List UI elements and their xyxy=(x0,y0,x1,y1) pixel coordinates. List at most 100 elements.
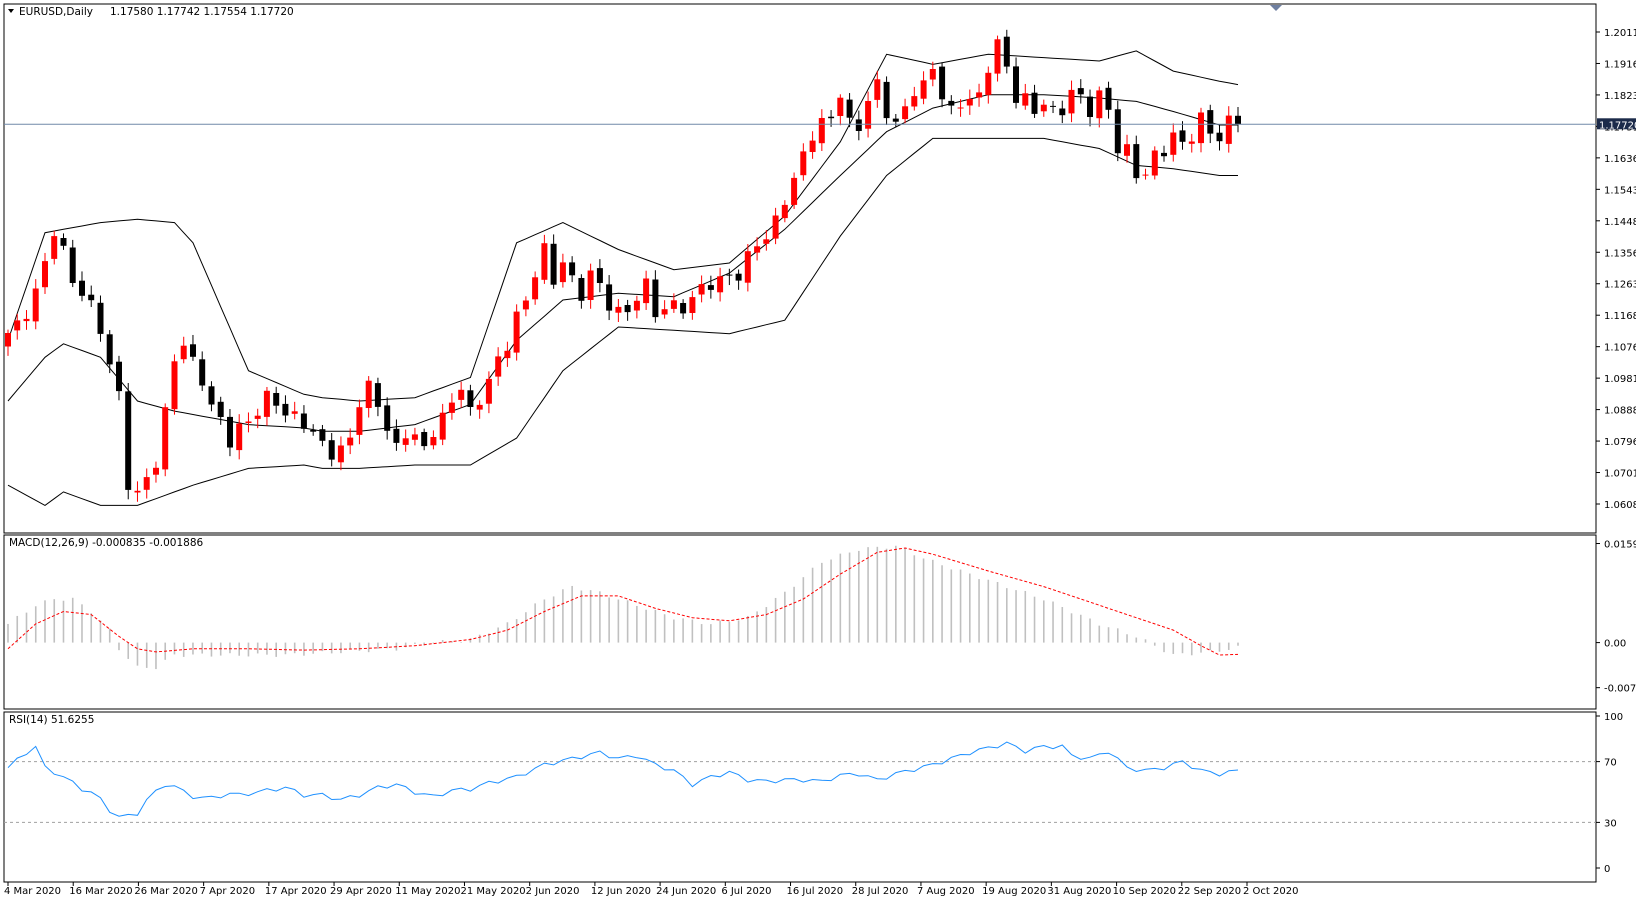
candle-body xyxy=(134,490,141,493)
candle-body xyxy=(180,345,187,360)
candle-body xyxy=(485,378,492,404)
current-price-tag-label: 1.17720 xyxy=(1599,120,1636,131)
candle-body xyxy=(374,383,381,407)
candle-body xyxy=(282,403,289,416)
candle-body xyxy=(60,238,67,246)
rsi-line xyxy=(7,741,1239,817)
candle-body xyxy=(162,407,169,470)
price-tick-label: 1.08885 xyxy=(1604,406,1636,417)
candle-body xyxy=(190,344,196,357)
candle-body xyxy=(837,97,844,116)
candle-body xyxy=(421,432,428,447)
current-price-tag xyxy=(1597,118,1636,130)
candle-body xyxy=(541,243,548,280)
candle-body xyxy=(153,467,159,475)
candle-body xyxy=(1096,90,1103,119)
candle-body xyxy=(707,285,714,290)
candle-body xyxy=(23,318,30,322)
candle-body xyxy=(578,278,585,301)
candle-body xyxy=(763,239,770,244)
candle-body xyxy=(1207,110,1214,134)
candle-body xyxy=(883,81,890,119)
candle-body xyxy=(994,39,1001,74)
candle-body xyxy=(689,297,696,313)
rsi-label: RSI(14) 51.6255 xyxy=(9,714,94,726)
collapse-triangle-icon[interactable] xyxy=(8,9,14,13)
candle-body xyxy=(522,300,529,310)
candle-body xyxy=(208,386,215,405)
candle-body xyxy=(458,389,465,400)
candle-body xyxy=(1077,88,1084,95)
candle-body xyxy=(1068,89,1075,114)
rsi-tick-label: 30 xyxy=(1604,818,1617,829)
candlesticks xyxy=(5,29,1241,502)
candle-body xyxy=(800,151,807,176)
candle-body xyxy=(116,361,122,392)
candle-body xyxy=(985,72,992,95)
candle-body xyxy=(384,405,391,431)
candle-body xyxy=(643,278,650,304)
candle-body xyxy=(199,359,206,386)
candle-body xyxy=(615,306,622,313)
candle-body xyxy=(1003,36,1010,67)
price-tick-label: 1.18235 xyxy=(1604,91,1636,102)
candle-body xyxy=(495,356,502,377)
rsi-tick-label: 0 xyxy=(1604,864,1610,875)
candle-body xyxy=(1114,109,1121,154)
candle-body xyxy=(1170,132,1177,155)
rsi-axis: 100 70 30 0 xyxy=(1596,712,1623,875)
candle-body xyxy=(411,434,418,440)
candle-body xyxy=(892,118,899,122)
price-tick-label: 1.06085 xyxy=(1604,500,1636,511)
macd-label: MACD(12,26,9) -0.000835 -0.001886 xyxy=(9,537,204,549)
ohlc-label: 1.17580 1.17742 1.17554 1.17720 xyxy=(110,6,294,18)
candle-body xyxy=(69,247,76,283)
candle-body xyxy=(106,334,113,365)
time-tick-label: 6 Jul 2020 xyxy=(721,886,771,897)
candle-body xyxy=(698,284,705,295)
candle-body xyxy=(781,204,788,219)
candle-body xyxy=(596,268,603,283)
candle-body xyxy=(633,300,640,311)
price-axis: 1.201101.191601.182351.173101.163601.154… xyxy=(1596,28,1636,511)
candle-body xyxy=(227,416,233,448)
candle-body xyxy=(393,428,400,443)
macd-axis: 0.015917 0.00 -0.00724 xyxy=(1596,540,1636,695)
rsi-panel-frame xyxy=(3,711,1597,883)
candle-body xyxy=(263,390,270,417)
candle-body xyxy=(680,303,687,314)
macd-tick-label: -0.00724 xyxy=(1604,684,1636,695)
candle-body xyxy=(957,107,964,109)
time-tick-label: 2 Jun 2020 xyxy=(526,886,580,897)
candle-body xyxy=(291,411,298,414)
shift-marker-icon[interactable] xyxy=(1270,5,1282,11)
price-tick-label: 1.16360 xyxy=(1604,154,1636,165)
price-tick-label: 1.07010 xyxy=(1604,469,1636,480)
price-tick-label: 1.11685 xyxy=(1604,311,1636,322)
candle-body xyxy=(865,101,872,129)
candle-body xyxy=(744,251,751,283)
macd-panel-frame xyxy=(3,534,1597,710)
candle-body xyxy=(273,393,280,406)
candle-body xyxy=(670,300,677,309)
time-tick-label: 11 May 2020 xyxy=(395,886,460,897)
time-tick-label: 7 Apr 2020 xyxy=(200,886,255,897)
price-panel-frame xyxy=(3,3,1597,534)
candle-body xyxy=(911,96,918,107)
candle-body xyxy=(1040,104,1047,112)
time-tick-label: 22 Sep 2020 xyxy=(1178,886,1241,897)
time-tick-label: 4 Mar 2020 xyxy=(4,886,61,897)
time-tick-label: 16 Jul 2020 xyxy=(787,886,844,897)
candle-body xyxy=(791,177,798,205)
candle-body xyxy=(79,280,85,296)
candle-body xyxy=(319,429,326,441)
candle-body xyxy=(1050,105,1056,107)
candle-body xyxy=(217,401,224,417)
candle-body xyxy=(347,437,354,446)
candle-body xyxy=(1161,152,1167,157)
candle-body xyxy=(1124,144,1130,156)
candle-body xyxy=(846,99,853,118)
price-tick-label: 1.14485 xyxy=(1604,217,1636,228)
candle-body xyxy=(1235,115,1241,125)
candle-body xyxy=(855,119,862,131)
